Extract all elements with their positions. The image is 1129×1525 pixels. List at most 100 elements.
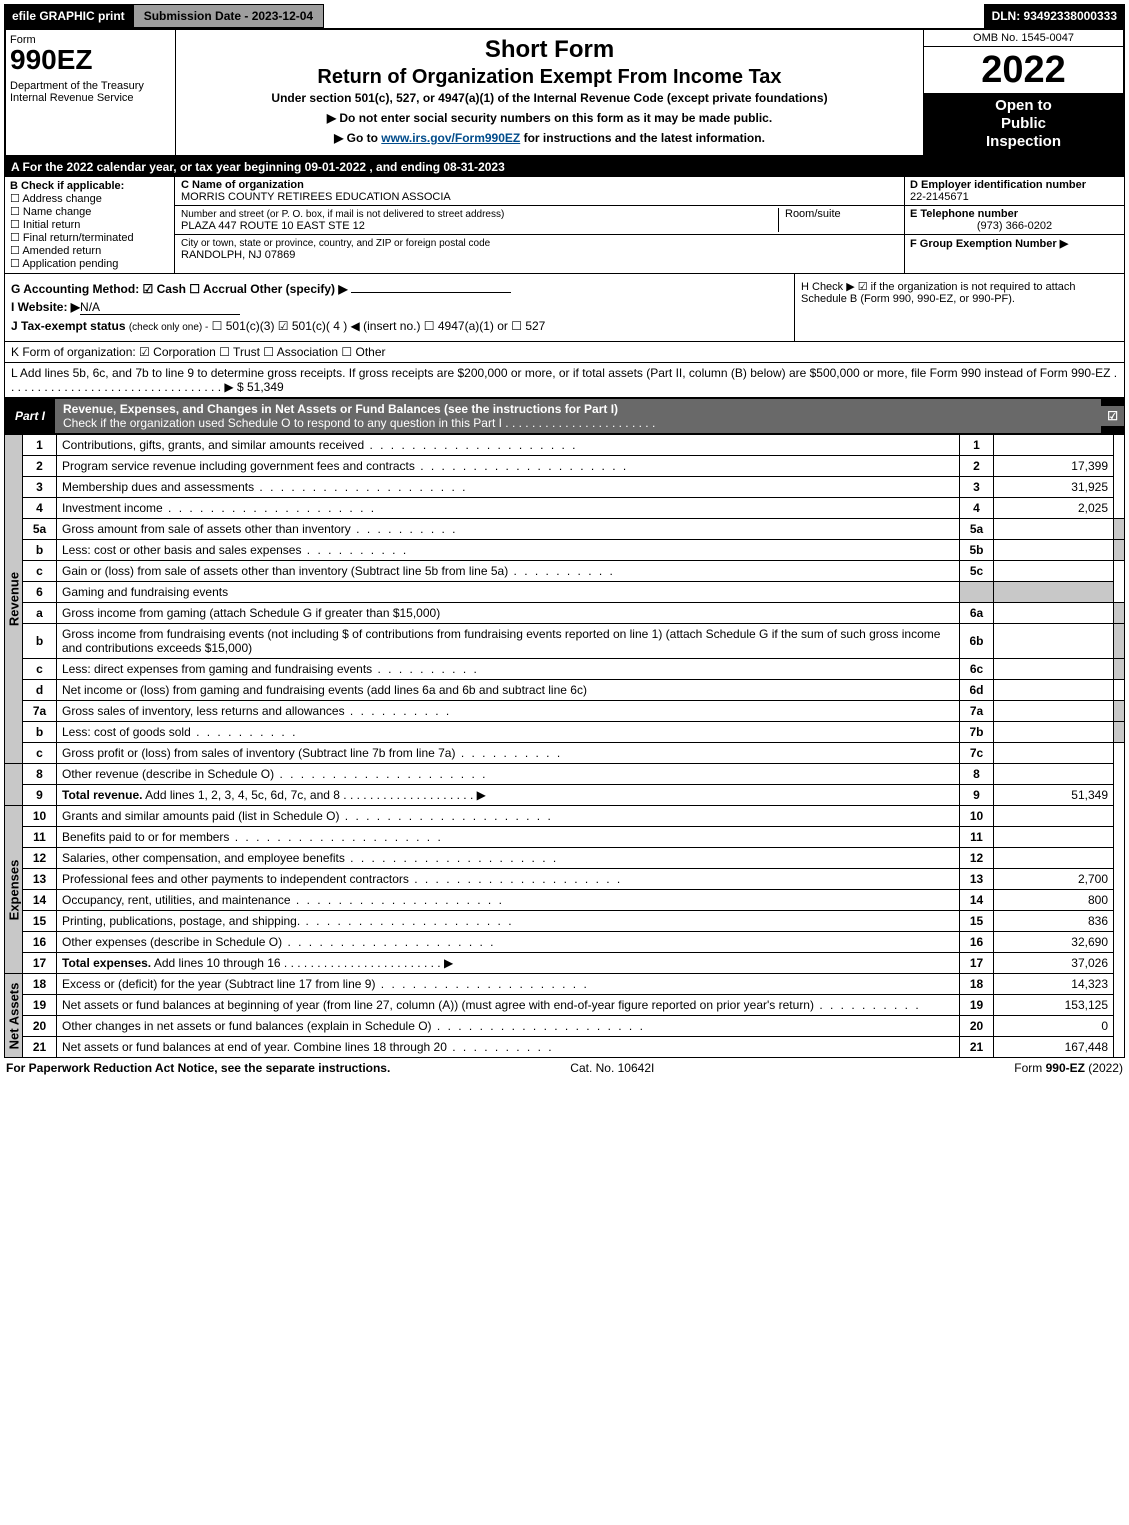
line-h: H Check ▶ ☑ if the organization is not r… (794, 274, 1124, 341)
org-city: RANDOLPH, NJ 07869 (181, 249, 295, 261)
topbar: efile GRAPHIC print Submission Date - 20… (4, 4, 1125, 28)
b-name-change: ☐ Name change (10, 205, 169, 218)
footer: For Paperwork Reduction Act Notice, see … (4, 1058, 1125, 1078)
subtitle-ssn: ▶ Do not enter social security numbers o… (184, 111, 915, 125)
d-label: D Employer identification number (910, 179, 1086, 191)
footer-left: For Paperwork Reduction Act Notice, see … (6, 1061, 390, 1075)
row-11: Benefits paid to or for members (57, 827, 960, 848)
expenses-vlabel: Expenses (6, 859, 21, 920)
ghij-left: G Accounting Method: ☑ Cash ☐ Accrual Ot… (5, 274, 794, 341)
row-8: Other revenue (describe in Schedule O) (57, 764, 960, 785)
subtitle-goto: ▶ Go to www.irs.gov/Form990EZ for instru… (184, 131, 915, 145)
footer-right: Form 990-EZ (2022) (1014, 1061, 1123, 1075)
row-7a: Gross sales of inventory, less returns a… (57, 701, 960, 722)
row-13: Professional fees and other payments to … (57, 869, 960, 890)
room-suite: Room/suite (778, 208, 898, 232)
b-initial-return: ☐ Initial return (10, 218, 169, 231)
e-value: (973) 366-0202 (910, 220, 1119, 232)
b-application-pending: ☐ Application pending (10, 257, 169, 270)
row-17: Total expenses. Add lines 10 through 16 … (57, 953, 960, 974)
row-12: Salaries, other compensation, and employ… (57, 848, 960, 869)
inspect-3: Inspection (928, 133, 1119, 151)
row-6: Gaming and fundraising events (57, 582, 960, 603)
row-3: Membership dues and assessments (57, 477, 960, 498)
row-14: Occupancy, rent, utilities, and maintena… (57, 890, 960, 911)
line-i: I Website: ▶N/A (11, 300, 788, 315)
form-number: 990EZ (10, 46, 171, 74)
line-k: K Form of organization: ☑ Corporation ☐ … (4, 342, 1125, 363)
c-city-label: City or town, state or province, country… (181, 238, 490, 249)
inspect-1: Open to (928, 97, 1119, 115)
open-inspection: Open to Public Inspection (924, 93, 1123, 155)
row-19: Net assets or fund balances at beginning… (57, 995, 960, 1016)
row-6a: Gross income from gaming (attach Schedul… (57, 603, 960, 624)
c-city-row: City or town, state or province, country… (175, 235, 904, 263)
c-addr-row: Number and street (or P. O. box, if mail… (175, 206, 904, 235)
dln-label: DLN: 93492338000333 (984, 4, 1125, 28)
row-6d: Net income or (loss) from gaming and fun… (57, 680, 960, 701)
website-value: N/A (80, 300, 240, 315)
b-address-change: ☐ Address change (10, 192, 169, 205)
row-1: Contributions, gifts, grants, and simila… (57, 435, 960, 456)
part-1-num: Part I (5, 406, 55, 426)
row-4: Investment income (57, 498, 960, 519)
org-name: MORRIS COUNTY RETIREES EDUCATION ASSOCIA (181, 191, 451, 203)
subtitle-section: Under section 501(c), 527, or 4947(a)(1)… (184, 91, 915, 105)
irs-link[interactable]: www.irs.gov/Form990EZ (381, 131, 520, 145)
row-16: Other expenses (describe in Schedule O) (57, 932, 960, 953)
row-18: Excess or (deficit) for the year (Subtra… (57, 974, 960, 995)
row-6b: Gross income from fundraising events (no… (57, 624, 960, 659)
row-7b: Less: cost of goods sold (57, 722, 960, 743)
f-group-exemption: F Group Exemption Number ▶ (905, 235, 1124, 252)
part-1-checkbox: ☑ (1101, 406, 1124, 426)
org-address: PLAZA 447 ROUTE 10 EAST STE 12 (181, 220, 365, 232)
col-c: C Name of organization MORRIS COUNTY RET… (175, 177, 904, 273)
title-return: Return of Organization Exempt From Incom… (184, 66, 915, 89)
c-name-label: C Name of organization (181, 179, 304, 191)
omb-number: OMB No. 1545-0047 (924, 30, 1123, 47)
revenue-vlabel: Revenue (6, 572, 21, 626)
tax-year: 2022 (924, 47, 1123, 93)
dept-label: Department of the Treasury Internal Reve… (10, 80, 171, 104)
inspect-2: Public (928, 115, 1119, 133)
row-9: Total revenue. Add lines 1, 2, 3, 4, 5c,… (57, 785, 960, 806)
goto-pre: ▶ Go to (334, 131, 381, 145)
f-label: F Group Exemption Number ▶ (910, 238, 1068, 250)
title-short-form: Short Form (184, 36, 915, 64)
line-g: G Accounting Method: ☑ Cash ☐ Accrual Ot… (11, 282, 788, 296)
row-2: Program service revenue including govern… (57, 456, 960, 477)
bcdef-block: B Check if applicable: ☐ Address change … (4, 177, 1125, 274)
e-label: E Telephone number (910, 208, 1018, 220)
header-left: Form 990EZ Department of the Treasury In… (6, 30, 176, 155)
part-1-table: Revenue 1Contributions, gifts, grants, a… (4, 434, 1125, 1058)
line-j: J Tax-exempt status (check only one) - ☐… (11, 319, 788, 333)
goto-post: for instructions and the latest informat… (520, 131, 765, 145)
part-1-title: Revenue, Expenses, and Changes in Net As… (55, 399, 1101, 433)
header-mid: Short Form Return of Organization Exempt… (176, 30, 923, 155)
row-20: Other changes in net assets or fund bala… (57, 1016, 960, 1037)
row-5a: Gross amount from sale of assets other t… (57, 519, 960, 540)
row-10: Grants and similar amounts paid (list in… (57, 806, 960, 827)
b-final-return: ☐ Final return/terminated (10, 231, 169, 244)
ghij-block: G Accounting Method: ☑ Cash ☐ Accrual Ot… (4, 274, 1125, 342)
header: Form 990EZ Department of the Treasury In… (4, 28, 1125, 157)
row-15: Printing, publications, postage, and shi… (57, 911, 960, 932)
header-right: OMB No. 1545-0047 2022 Open to Public In… (923, 30, 1123, 155)
d-ein: D Employer identification number 22-2145… (905, 177, 1124, 206)
row-6c: Less: direct expenses from gaming and fu… (57, 659, 960, 680)
col-def: D Employer identification number 22-2145… (904, 177, 1124, 273)
c-addr-label: Number and street (or P. O. box, if mail… (181, 209, 504, 220)
b-label: B Check if applicable: (10, 180, 124, 192)
row-5b: Less: cost or other basis and sales expe… (57, 540, 960, 561)
l-value: 51,349 (247, 380, 284, 394)
row-5c: Gain or (loss) from sale of assets other… (57, 561, 960, 582)
b-amended-return: ☐ Amended return (10, 244, 169, 257)
part-1-header: Part I Revenue, Expenses, and Changes in… (4, 398, 1125, 434)
row-7c: Gross profit or (loss) from sales of inv… (57, 743, 960, 764)
submission-date: Submission Date - 2023-12-04 (133, 4, 324, 28)
footer-catno: Cat. No. 10642I (570, 1061, 654, 1075)
e-phone: E Telephone number (973) 366-0202 (905, 206, 1124, 235)
part-1-check-line: Check if the organization used Schedule … (63, 416, 655, 430)
row-21: Net assets or fund balances at end of ye… (57, 1037, 960, 1058)
netassets-vlabel: Net Assets (6, 982, 21, 1049)
